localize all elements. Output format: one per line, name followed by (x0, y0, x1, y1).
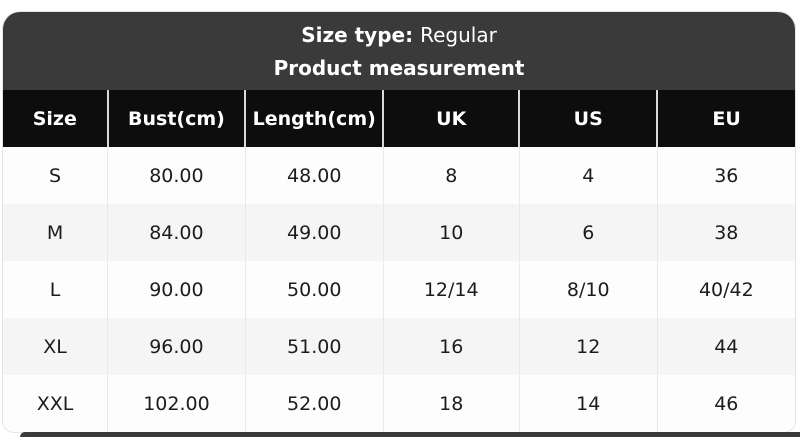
table-cell: 38 (656, 204, 795, 261)
column-header-us: US (518, 90, 658, 147)
table-cell: 12 (518, 318, 658, 375)
table-cell: 12/14 (382, 261, 520, 318)
size-type-value: Regular (420, 22, 497, 47)
table-row: XXL 102.00 52.00 18 14 46 (3, 375, 795, 432)
table-cell: 4 (518, 147, 658, 204)
table-cell: 49.00 (244, 204, 384, 261)
size-table: Size Bust(cm) Length(cm) UK US EU S 80.00 48.00… (3, 90, 795, 432)
next-section-header-partial (20, 432, 800, 437)
table-cell: 18 (382, 375, 520, 432)
table-cell: 80.00 (107, 147, 246, 204)
size-chart-card: Size type: Regular Product measurement Si… (2, 11, 796, 433)
table-cell: 52.00 (244, 375, 384, 432)
table-row: XL 96.00 51.00 16 12 44 (3, 318, 795, 375)
table-cell: 51.00 (244, 318, 384, 375)
table-cell: 84.00 (107, 204, 246, 261)
table-cell: XL (43, 335, 67, 358)
column-header-size: Size (3, 90, 108, 147)
table-cell: XXL (36, 392, 74, 415)
table-cell: 6 (518, 204, 658, 261)
table-cell: M (46, 221, 64, 244)
table-row: M 84.00 49.00 10 6 38 (3, 204, 795, 261)
table-cell: 96.00 (107, 318, 246, 375)
table-cell: 46 (656, 375, 795, 432)
table-cell: 40/42 (656, 261, 795, 318)
table-cell: 44 (656, 318, 795, 375)
table-cell: 16 (382, 318, 520, 375)
table-row: S 80.00 48.00 8 4 36 (3, 147, 795, 204)
size-type-label: Size type: (301, 22, 414, 47)
product-measurement-title: Product measurement (273, 55, 525, 80)
column-header-length-cm: Length(cm) (244, 90, 384, 147)
table-cell: 90.00 (107, 261, 246, 318)
size-type-line: Size type: Regular (301, 23, 497, 47)
table-cell: S (48, 164, 62, 187)
table-cell: 48.00 (244, 147, 384, 204)
size-chart-header: Size type: Regular Product measurement (3, 12, 795, 90)
table-cell: L (49, 278, 61, 301)
table-cell: 8/10 (518, 261, 658, 318)
table-row: L 90.00 50.00 12/14 8/10 40/42 (3, 261, 795, 318)
size-table-body: S 80.00 48.00 8 4 36 M 84.00 49.00 10 6 38 L 90.00 50.… (3, 147, 795, 432)
table-cell: 8 (382, 147, 520, 204)
column-header-uk: UK (382, 90, 520, 147)
table-cell: 50.00 (244, 261, 384, 318)
column-header-eu: EU (656, 90, 795, 147)
column-header-bust-cm: Bust(cm) (106, 90, 246, 147)
size-table-header-row: Size Bust(cm) Length(cm) UK US EU (3, 90, 795, 147)
table-cell: 10 (382, 204, 520, 261)
table-cell: 14 (518, 375, 658, 432)
table-cell: 36 (656, 147, 795, 204)
table-cell: 102.00 (107, 375, 246, 432)
